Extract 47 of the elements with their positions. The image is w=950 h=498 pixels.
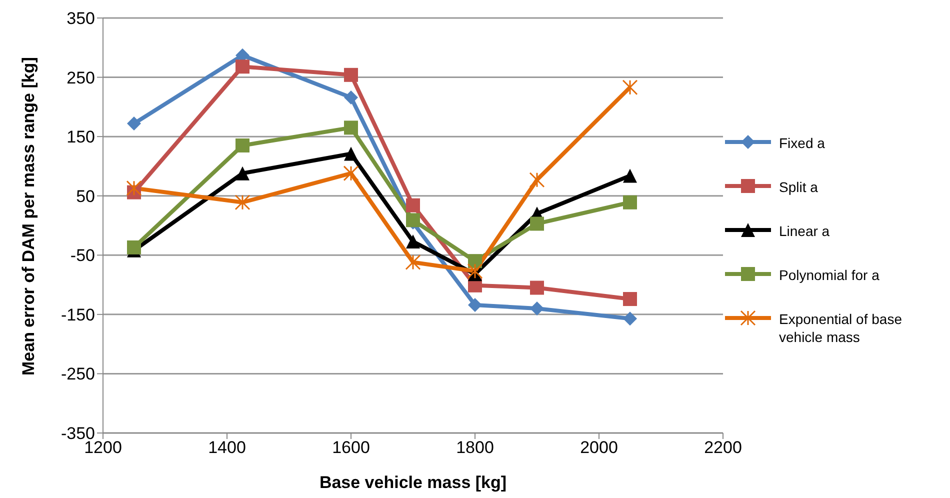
point — [529, 172, 545, 188]
y-tick-label: -150 — [60, 305, 95, 324]
y-tick-label: 250 — [66, 68, 95, 88]
x-tick-label: 1600 — [332, 438, 370, 458]
y-tick-label: -250 — [60, 364, 95, 384]
point — [623, 168, 637, 183]
y-axis-title: Mean error of DAM per mass range [kg] — [19, 57, 38, 376]
point — [127, 116, 141, 131]
point — [467, 263, 483, 279]
x-tick-label: 2000 — [580, 438, 618, 458]
x-axis-title: Base vehicle mass [kg] — [319, 473, 507, 492]
point — [623, 312, 637, 326]
point — [405, 254, 421, 270]
x-tick-label: 2200 — [704, 438, 742, 458]
legend-label: Exponential of base vehicle mass — [779, 310, 903, 346]
point — [622, 80, 638, 96]
legend-label: Polynomial for a — [779, 266, 880, 284]
point — [343, 166, 359, 182]
point — [344, 120, 358, 135]
x-tick-label: 1200 — [84, 438, 122, 458]
point — [530, 216, 544, 231]
y-tick-label: 50 — [76, 186, 95, 206]
x-tick-label: 1800 — [456, 438, 494, 458]
legend-label: Fixed a — [779, 134, 825, 152]
y-tick-label: 150 — [66, 128, 95, 147]
point — [406, 234, 420, 249]
x-tick-label: 1400 — [208, 438, 246, 458]
y-tick-label: -50 — [70, 246, 95, 266]
point — [126, 180, 142, 196]
point — [623, 195, 637, 210]
point — [236, 60, 250, 74]
point — [234, 194, 250, 210]
point — [406, 198, 420, 212]
point — [344, 68, 358, 82]
point — [127, 240, 141, 254]
legend-label: Split a — [779, 178, 818, 196]
point — [344, 146, 358, 161]
point — [236, 138, 250, 152]
y-tick-label: 350 — [66, 9, 95, 28]
point — [530, 302, 544, 316]
point — [468, 298, 482, 312]
point — [530, 280, 544, 295]
point — [623, 292, 637, 306]
point — [406, 213, 420, 228]
legend-label: Linear a — [779, 222, 830, 240]
point — [236, 166, 250, 180]
point — [344, 90, 358, 104]
